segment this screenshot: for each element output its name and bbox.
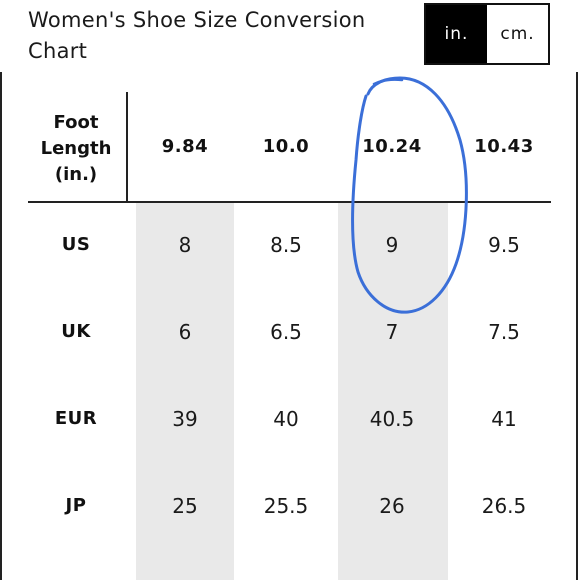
foot-length-header-line-1: Foot [53, 112, 99, 133]
frame-right-border [576, 72, 578, 580]
table-cell: 9 [385, 233, 399, 257]
table-cell: 41 [491, 407, 517, 431]
table-cell: 9.5 [488, 233, 520, 257]
foot-length-header-line-3: (in.) [54, 164, 98, 185]
row-label-jp: JP [65, 495, 87, 516]
table-cell: 39 [172, 407, 198, 431]
page-title: Women's Shoe Size Conversion Chart [28, 8, 366, 63]
table-cell: 7.5 [488, 320, 520, 344]
row-label-eur: EUR [54, 408, 98, 429]
column-header: 10.0 [262, 136, 310, 157]
table-cell: 26.5 [481, 494, 527, 518]
table-cell: 40.5 [369, 407, 415, 431]
table-cell: 26 [379, 494, 405, 518]
column-header: 10.24 [362, 136, 422, 157]
table-cell: 25 [172, 494, 198, 518]
column-header: 10.43 [474, 136, 534, 157]
header-horizontal-divider [28, 201, 551, 203]
table-cell: 8.5 [270, 233, 302, 257]
table-cell: 8 [178, 233, 192, 257]
unit-centimeters-button[interactable]: cm. [487, 5, 548, 63]
unit-inches-button[interactable]: in. [426, 5, 487, 63]
table-cell: 6 [178, 320, 192, 344]
shaded-column-9-84 [136, 203, 234, 580]
table-cell: 7 [385, 320, 399, 344]
shaded-column-10-24 [338, 203, 448, 580]
foot-length-header-line-2: Length [40, 138, 112, 159]
column-header: 9.84 [161, 136, 209, 157]
row-label-uk: UK [61, 321, 91, 342]
table-cell: 25.5 [263, 494, 309, 518]
row-label-us: US [61, 234, 91, 255]
foot-length-header: Foot Length (in.) [28, 110, 124, 188]
table-cell: 40 [273, 407, 299, 431]
header-vertical-divider [126, 92, 128, 202]
unit-toggle[interactable]: in. cm. [424, 3, 550, 65]
table-cell: 6.5 [270, 320, 302, 344]
annotation-stroke-overlap [372, 78, 404, 86]
frame-left-border [0, 72, 2, 580]
